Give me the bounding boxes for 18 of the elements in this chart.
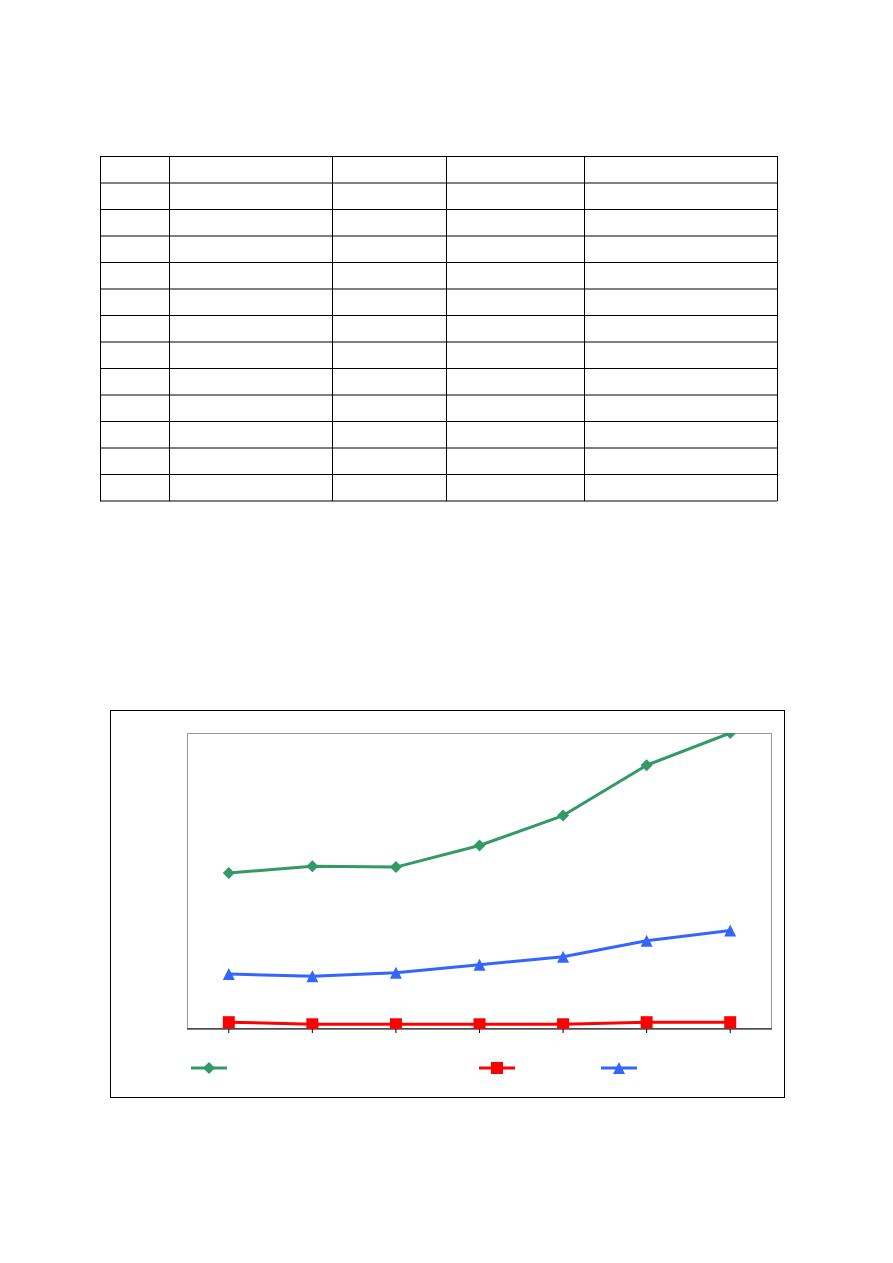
point [222, 1016, 235, 1029]
point [557, 1018, 570, 1029]
point [473, 839, 486, 852]
point [222, 867, 235, 880]
point [473, 1018, 486, 1029]
point [306, 1018, 319, 1029]
point [557, 809, 570, 822]
point [724, 1016, 737, 1029]
point [473, 958, 486, 971]
point [389, 966, 402, 979]
point [640, 1016, 653, 1029]
point [557, 950, 570, 963]
point [640, 934, 653, 947]
point [724, 924, 737, 937]
point [389, 1018, 402, 1029]
point [640, 759, 653, 772]
point [306, 970, 319, 983]
point [222, 967, 235, 980]
